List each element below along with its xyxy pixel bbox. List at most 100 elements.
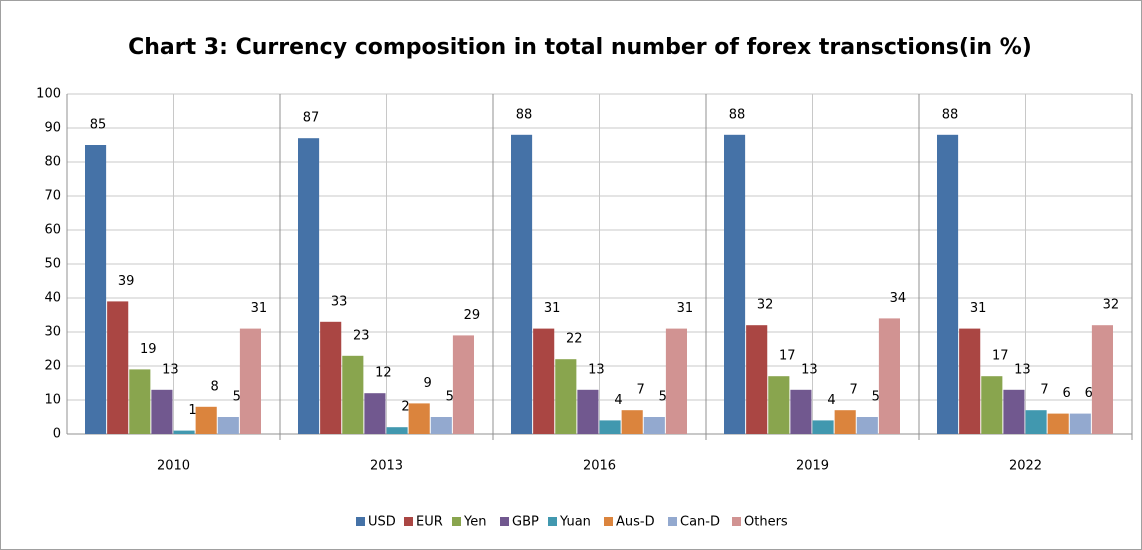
data-label: 87 [303,111,320,126]
data-label: 9 [424,376,432,391]
data-label: 12 [375,366,392,381]
bar [812,420,834,434]
data-label: 2 [401,400,409,415]
bar [364,393,386,434]
bar [408,403,430,434]
bar [320,321,342,434]
y-tick-label: 80 [44,155,61,170]
bar [386,427,408,434]
bar [1025,410,1047,434]
y-tick-label: 50 [44,257,61,272]
bar [643,417,665,434]
data-label: 88 [942,107,959,122]
x-tick-label: 2010 [157,459,190,474]
bar [430,417,452,434]
bar [533,328,555,434]
data-label: 17 [992,349,1009,364]
y-tick-label: 20 [44,359,61,374]
legend-swatch [356,517,365,526]
data-label: 31 [251,301,268,316]
bar [724,134,746,435]
bar [878,318,900,434]
y-tick-label: 10 [44,393,61,408]
legend-label: GBP [512,515,539,530]
data-label: 5 [233,390,241,405]
y-tick-label: 60 [44,223,61,238]
data-label: 5 [446,390,454,405]
x-tick-label: 2022 [1009,459,1042,474]
data-label: 31 [544,301,561,316]
data-label: 13 [801,362,818,377]
y-tick-label: 90 [44,121,61,136]
legend-swatch [452,517,461,526]
legend-swatch [732,517,741,526]
legend-label: Others [744,515,788,530]
y-tick-label: 70 [44,189,61,204]
bar [1047,413,1069,434]
bar [599,420,621,434]
bar [85,145,107,434]
bar [217,417,239,434]
data-label: 6 [1085,386,1093,401]
data-label: 7 [850,383,858,398]
legend-swatch [500,517,509,526]
y-tick-label: 0 [53,427,61,442]
x-tick-label: 2016 [583,459,616,474]
data-label: 22 [566,332,583,347]
data-label: 13 [588,362,605,377]
data-label: 39 [118,274,135,289]
bar [1069,413,1091,434]
bar [834,410,856,434]
data-label: 4 [614,393,622,408]
data-label: 7 [1040,383,1048,398]
data-label: 5 [872,390,880,405]
legend-swatch [548,517,557,526]
legend-label: EUR [416,515,443,530]
bar [621,410,643,434]
bar [195,406,217,434]
bar [342,355,364,434]
data-label: 32 [757,298,774,313]
data-label: 19 [140,342,157,357]
legend-label: Yen [463,515,486,530]
x-tick-label: 2019 [796,459,829,474]
bar [1091,325,1113,434]
data-label: 33 [331,294,348,309]
legend-swatch [404,517,413,526]
legend-label: Can-D [680,515,720,530]
data-label: 7 [637,383,645,398]
bar [173,430,195,434]
legend-swatch [604,517,613,526]
bar [511,134,533,435]
bar [298,138,320,434]
bar [1003,389,1025,434]
data-label: 13 [1014,362,1031,377]
data-label: 23 [353,328,370,343]
bar [856,417,878,434]
bar [577,389,599,434]
data-label: 31 [970,301,987,316]
bar [790,389,812,434]
data-label: 4 [827,393,835,408]
data-label: 88 [516,107,533,122]
y-tick-label: 30 [44,325,61,340]
data-label: 1 [188,403,196,418]
bar [959,328,981,434]
bar [452,335,474,434]
bar [746,325,768,434]
data-label: 13 [162,362,179,377]
data-label: 34 [890,291,907,306]
legend-label: USD [368,515,396,530]
bar [129,369,151,434]
y-tick-label: 100 [36,87,61,102]
bar [555,359,577,434]
legend-swatch [668,517,677,526]
bar [937,134,959,435]
legend-label: Aus-D [616,515,655,530]
data-label: 88 [729,107,746,122]
bar [981,376,1003,434]
data-label: 31 [677,301,694,316]
data-label: 17 [779,349,796,364]
bar [107,301,129,434]
